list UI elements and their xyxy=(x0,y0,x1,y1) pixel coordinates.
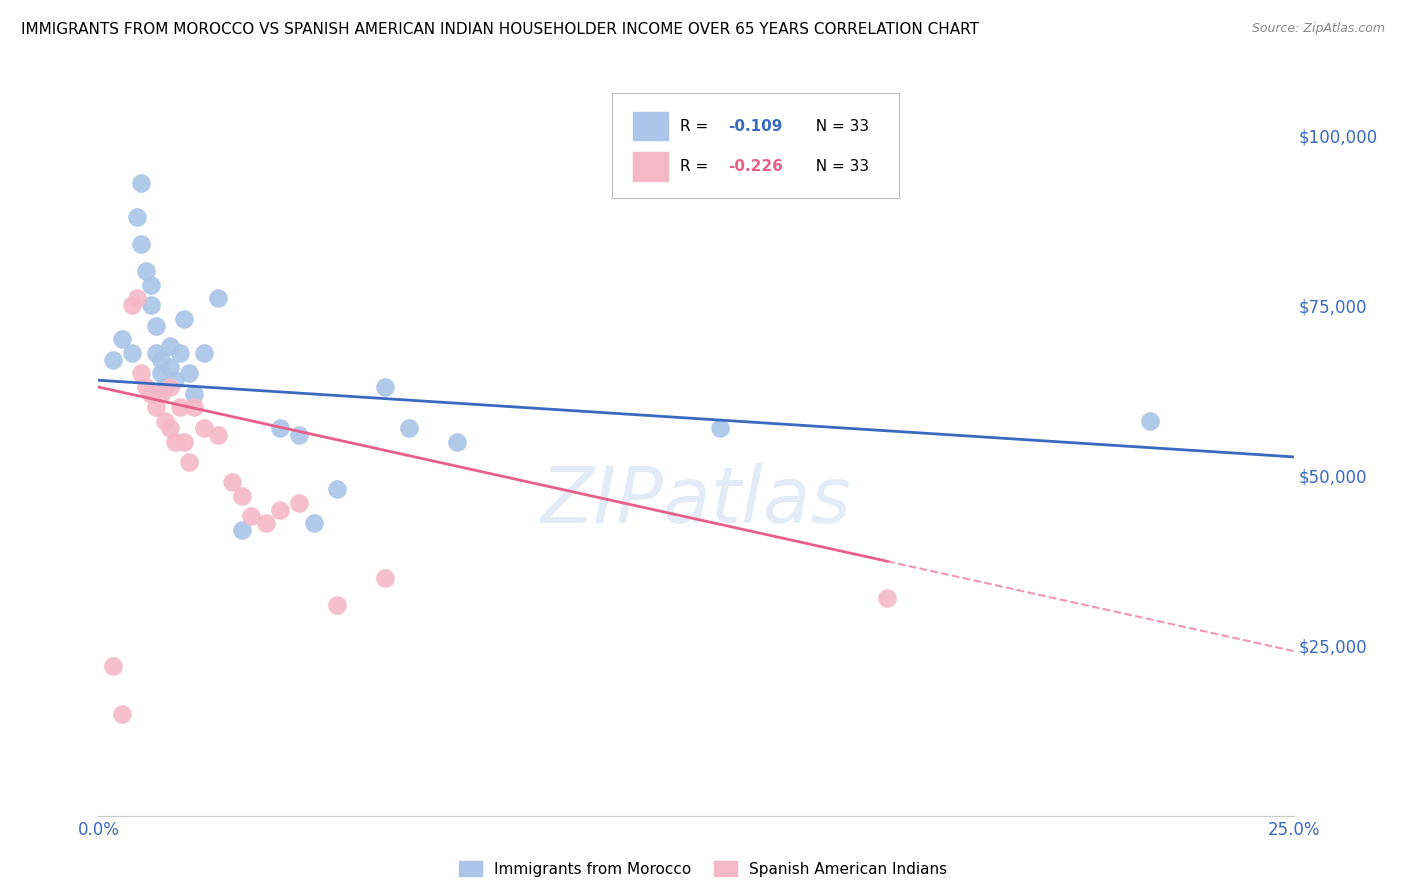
Point xyxy=(121,346,143,360)
Point xyxy=(111,332,134,346)
Text: ZIPatlas: ZIPatlas xyxy=(540,464,852,540)
Point xyxy=(173,434,195,449)
Point xyxy=(145,346,167,360)
Point xyxy=(159,421,181,435)
Point xyxy=(326,482,349,496)
Point xyxy=(207,427,229,442)
Point xyxy=(179,367,201,381)
Text: N = 33: N = 33 xyxy=(806,119,869,134)
Point xyxy=(135,264,157,278)
Point xyxy=(155,414,177,428)
Point xyxy=(169,401,191,415)
Point xyxy=(179,455,201,469)
Text: N = 33: N = 33 xyxy=(806,159,869,174)
Point xyxy=(139,298,162,312)
Point xyxy=(159,359,181,374)
Point xyxy=(159,380,181,394)
Point xyxy=(876,591,898,606)
Point xyxy=(131,367,153,381)
Point xyxy=(149,387,172,401)
Text: -0.109: -0.109 xyxy=(728,119,783,134)
Point xyxy=(145,318,167,333)
Point xyxy=(131,237,153,252)
Point xyxy=(374,571,396,585)
Point xyxy=(145,401,167,415)
Point xyxy=(163,434,186,449)
Text: R =: R = xyxy=(681,119,714,134)
Point xyxy=(1139,414,1161,428)
Point xyxy=(398,421,420,435)
Text: IMMIGRANTS FROM MOROCCO VS SPANISH AMERICAN INDIAN HOUSEHOLDER INCOME OVER 65 YE: IMMIGRANTS FROM MOROCCO VS SPANISH AMERI… xyxy=(21,22,979,37)
Point xyxy=(101,659,124,673)
Bar xyxy=(633,112,668,140)
Point xyxy=(231,489,253,503)
Text: R =: R = xyxy=(681,159,714,174)
FancyBboxPatch shape xyxy=(613,93,900,198)
Point xyxy=(254,516,277,531)
Point xyxy=(288,496,311,510)
Point xyxy=(121,298,143,312)
Bar xyxy=(633,153,668,181)
Point xyxy=(169,346,191,360)
Point xyxy=(111,706,134,721)
Point xyxy=(139,387,162,401)
Point xyxy=(173,312,195,326)
Point xyxy=(125,210,148,224)
Point xyxy=(231,523,253,537)
Point xyxy=(125,292,148,306)
Text: Source: ZipAtlas.com: Source: ZipAtlas.com xyxy=(1251,22,1385,36)
Point xyxy=(159,339,181,353)
Point xyxy=(269,502,291,516)
Text: -0.226: -0.226 xyxy=(728,159,783,174)
Point xyxy=(163,373,186,387)
Point xyxy=(155,380,177,394)
Legend: Immigrants from Morocco, Spanish American Indians: Immigrants from Morocco, Spanish America… xyxy=(451,853,955,884)
Point xyxy=(193,346,215,360)
Point xyxy=(183,401,205,415)
Point xyxy=(302,516,325,531)
Point xyxy=(193,421,215,435)
Point xyxy=(135,380,157,394)
Point xyxy=(269,421,291,435)
Point xyxy=(288,427,311,442)
Point xyxy=(149,367,172,381)
Point xyxy=(183,387,205,401)
Point xyxy=(240,509,263,524)
Point xyxy=(326,598,349,612)
Point xyxy=(446,434,468,449)
Point xyxy=(131,176,153,190)
Point xyxy=(207,292,229,306)
Point xyxy=(221,475,243,490)
Point xyxy=(709,421,731,435)
Point xyxy=(139,277,162,292)
Point xyxy=(374,380,396,394)
Point xyxy=(149,352,172,367)
Point xyxy=(101,352,124,367)
